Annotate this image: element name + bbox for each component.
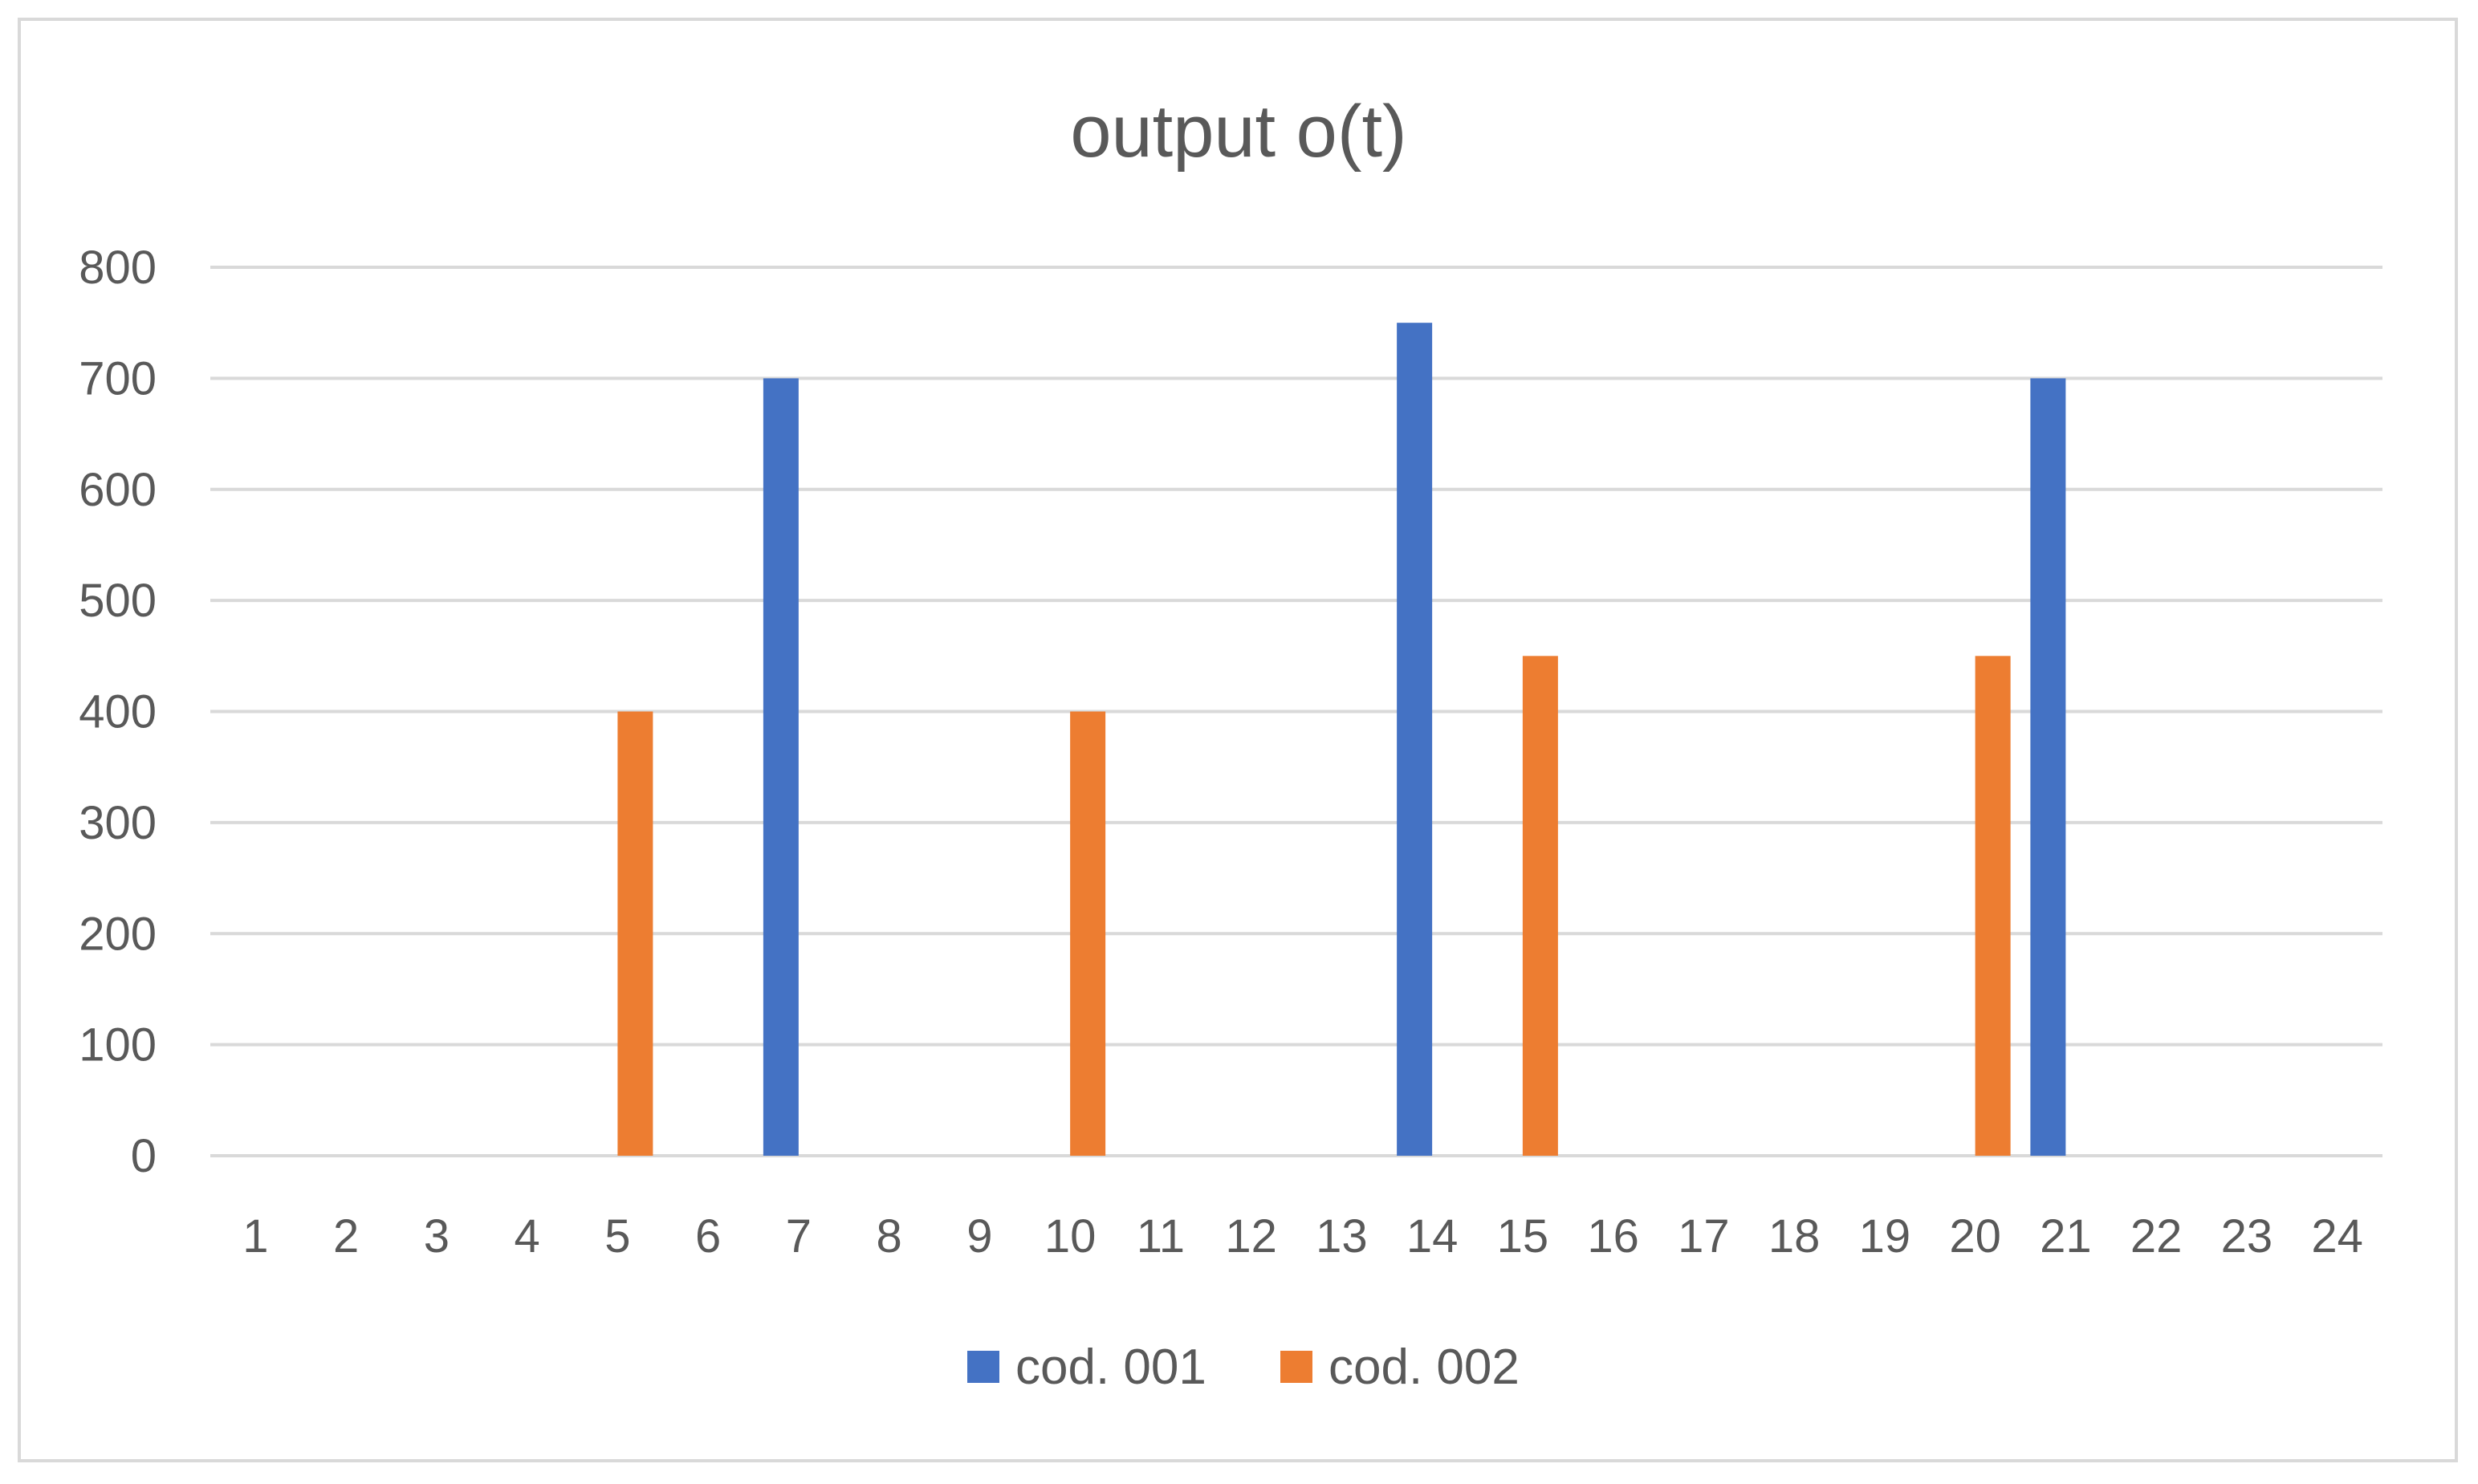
x-tick-label: 18 [1768, 1210, 1821, 1262]
y-axis-ticks: 0 100 200 300 400 500 600 700 800 [79, 242, 157, 1182]
x-tick-label: 3 [424, 1210, 450, 1262]
y-tick-label: 700 [79, 352, 157, 405]
x-tick-label: 13 [1316, 1210, 1368, 1262]
x-tick-label: 9 [966, 1210, 992, 1262]
x-tick-label: 6 [695, 1210, 721, 1262]
bar [617, 711, 653, 1156]
x-axis-ticks: 1 2 3 4 5 6 7 8 9 10 11 12 13 14 15 16 17 18 19 20 21 22 23 24 [242, 1210, 2363, 1262]
x-tick-label: 2 [333, 1210, 359, 1262]
x-tick-label: 15 [1497, 1210, 1549, 1262]
x-tick-label: 16 [1587, 1210, 1639, 1262]
y-tick-label: 300 [79, 797, 157, 849]
y-tick-label: 500 [79, 575, 157, 627]
bar [1975, 656, 2011, 1156]
legend-label: cod. 001 [1015, 1340, 1206, 1395]
x-tick-label: 22 [2130, 1210, 2183, 1262]
bar [1397, 323, 1433, 1156]
bar [2030, 378, 2066, 1156]
gridlines [210, 266, 2382, 1157]
x-tick-label: 24 [2311, 1210, 2363, 1262]
bar [1070, 711, 1106, 1156]
bars [617, 323, 2066, 1156]
x-tick-label: 19 [1859, 1210, 1911, 1262]
y-tick-label: 600 [79, 464, 157, 516]
x-tick-label: 5 [604, 1210, 630, 1262]
legend-swatch [1280, 1351, 1312, 1383]
x-tick-label: 8 [876, 1210, 901, 1262]
x-tick-label: 1 [242, 1210, 268, 1262]
legend-swatch [967, 1351, 999, 1383]
bar [1522, 656, 1558, 1156]
legend: cod. 001 cod. 002 [967, 1340, 1520, 1395]
x-tick-label: 10 [1044, 1210, 1097, 1262]
x-tick-label: 4 [514, 1210, 539, 1262]
y-tick-label: 400 [79, 686, 157, 738]
y-tick-label: 0 [131, 1130, 157, 1182]
chart-title: output o(t) [1070, 91, 1406, 173]
x-tick-label: 20 [1949, 1210, 2001, 1262]
x-tick-label: 14 [1406, 1210, 1459, 1262]
y-tick-label: 200 [79, 908, 157, 960]
y-tick-label: 100 [79, 1019, 157, 1071]
x-tick-label: 7 [786, 1210, 812, 1262]
y-tick-label: 800 [79, 242, 157, 294]
x-tick-label: 11 [1137, 1210, 1185, 1262]
x-tick-label: 17 [1678, 1210, 1730, 1262]
bar [763, 378, 799, 1156]
x-tick-label: 12 [1225, 1210, 1277, 1262]
legend-label: cod. 002 [1329, 1340, 1520, 1395]
x-tick-label: 21 [2040, 1210, 2092, 1262]
x-tick-label: 23 [2221, 1210, 2273, 1262]
